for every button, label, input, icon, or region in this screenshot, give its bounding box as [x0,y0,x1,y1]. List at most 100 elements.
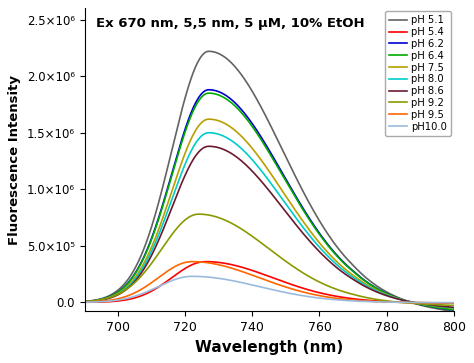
pH 9.5 [451,301,456,305]
pH 8.6 [206,144,212,148]
pH 6.4 [252,127,257,132]
pH 9.5 [100,299,106,303]
pH 5.4 [261,273,267,277]
pH 6.2 [451,308,456,312]
pH10.0 [82,300,88,304]
pH 5.4 [440,301,446,305]
pH10.0 [189,274,195,278]
pH 9.5 [373,299,378,304]
pH 5.4 [82,300,88,305]
Y-axis label: Fluorescence Intensity: Fluorescence Intensity [9,75,21,245]
pH 7.5 [440,305,446,309]
pH 8.6 [252,171,257,176]
pH 5.1 [440,307,446,312]
pH10.0 [373,299,378,304]
pH 9.5 [252,274,257,278]
pH 8.0 [440,305,446,309]
Line: pH 5.1: pH 5.1 [85,51,454,311]
pH 7.5 [451,306,456,311]
pH 5.4 [451,301,456,305]
pH 6.2 [82,299,88,304]
pH 7.5 [261,162,267,167]
pH 6.4 [440,306,446,310]
pH 6.2 [252,125,257,129]
Line: pH 6.2: pH 6.2 [85,90,454,310]
pH 9.5 [189,260,195,264]
pH10.0 [261,286,267,290]
pH 8.6 [373,289,378,294]
pH 7.5 [252,149,257,153]
pH 6.2 [206,87,212,92]
pH 5.4 [373,299,378,303]
Line: pH 6.4: pH 6.4 [85,93,454,310]
pH 5.4 [100,300,106,304]
pH 5.1 [440,308,446,312]
pH 5.1 [206,49,212,53]
pH 8.6 [261,183,267,187]
pH10.0 [451,301,456,305]
Line: pH 8.0: pH 8.0 [85,133,454,308]
pH 5.4 [440,301,446,305]
pH 8.0 [100,297,106,302]
pH 6.2 [373,285,378,290]
pH 8.0 [261,172,267,177]
pH10.0 [100,299,106,304]
pH 9.5 [82,300,88,304]
pH10.0 [252,283,257,287]
pH 6.2 [100,297,106,301]
pH 6.4 [100,297,106,301]
pH 5.1 [100,296,106,300]
pH 6.2 [440,306,446,311]
pH 6.4 [206,91,212,95]
pH 6.2 [440,306,446,311]
pH 8.6 [440,304,446,309]
pH 7.5 [440,305,446,309]
pH 5.4 [252,269,257,273]
pH 6.4 [82,299,88,304]
Line: pH 9.5: pH 9.5 [85,262,454,303]
pH 5.1 [373,283,378,287]
pH 5.1 [82,299,88,303]
Line: pH 7.5: pH 7.5 [85,119,454,309]
pH 9.2 [100,297,106,301]
pH 8.0 [82,299,88,304]
Line: pH 9.2: pH 9.2 [85,214,454,305]
pH 9.2 [440,303,446,307]
Text: Ex 670 nm, 5,5 nm, 5 μM, 10% EtOH: Ex 670 nm, 5,5 nm, 5 μM, 10% EtOH [96,17,365,30]
pH 5.1 [261,111,267,115]
pH 8.0 [440,305,446,309]
pH 9.5 [440,301,446,305]
pH 7.5 [100,297,106,301]
pH 8.0 [206,131,212,135]
X-axis label: Wavelength (nm): Wavelength (nm) [195,340,343,355]
Legend: pH 5.1, pH 5.4, pH 6.2, pH 6.4, pH 7.5, pH 8.0, pH 8.6, pH 9.2, pH 9.5, pH10.0: pH 5.1, pH 5.4, pH 6.2, pH 6.4, pH 7.5, … [385,11,451,135]
pH 9.2 [252,236,257,240]
pH 9.2 [451,303,456,307]
pH 9.2 [82,299,88,304]
pH 9.5 [440,301,446,305]
Line: pH 8.6: pH 8.6 [85,146,454,307]
pH 8.0 [252,160,257,164]
pH 5.1 [252,93,257,97]
pH 8.6 [451,305,456,310]
Line: pH 5.4: pH 5.4 [85,262,454,303]
pH 6.2 [261,140,267,144]
pH 8.6 [100,298,106,302]
pH 8.0 [451,306,456,310]
pH 7.5 [82,299,88,304]
pH 8.6 [440,304,446,309]
pH 5.1 [451,309,456,314]
pH 8.6 [82,299,88,304]
pH 6.4 [451,307,456,312]
Line: pH10.0: pH10.0 [85,276,454,303]
pH 7.5 [373,287,378,292]
pH 9.2 [261,243,267,247]
pH 9.5 [261,277,267,282]
pH 5.4 [202,260,208,264]
pH 9.2 [196,212,201,216]
pH 6.4 [261,143,267,147]
pH 7.5 [206,117,212,121]
pH10.0 [440,301,446,305]
pH 6.4 [373,286,378,290]
pH 8.0 [373,288,378,293]
